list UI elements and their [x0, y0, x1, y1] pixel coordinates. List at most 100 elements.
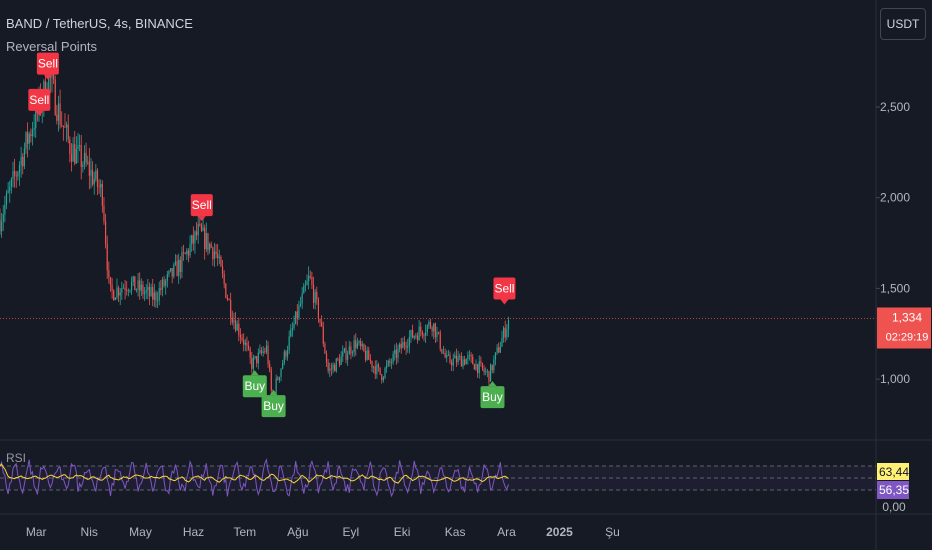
candle-body [59, 103, 61, 125]
candle-body [408, 336, 410, 347]
candle-body [481, 362, 484, 369]
buy-signal[interactable] [480, 386, 505, 409]
candle-body [104, 221, 107, 244]
sell-signal[interactable] [190, 194, 213, 217]
candle-body [311, 277, 313, 285]
candle-body [178, 259, 180, 277]
x-tick-label: Haz [183, 525, 204, 539]
buy-signal[interactable] [242, 375, 267, 398]
candle-body [457, 356, 459, 363]
y-tick-label: 2,000 [880, 191, 910, 205]
symbol-title[interactable]: BAND / TetherUS, 4s, BINANCE [6, 16, 193, 31]
candle-body [7, 190, 9, 193]
candle-body [200, 224, 203, 231]
signal-label: Buy [263, 399, 284, 413]
candle-body [179, 259, 181, 272]
candle-body [64, 126, 66, 128]
candle-body [148, 286, 151, 297]
candle-body [351, 352, 354, 354]
candle-body [5, 192, 8, 205]
candle-body [455, 355, 458, 363]
candle-body [191, 235, 193, 245]
candle-body [9, 186, 11, 191]
candle-body [325, 353, 328, 363]
candle-body [316, 291, 318, 300]
candle-body [22, 156, 24, 167]
candle-body [184, 252, 186, 254]
sell-signal[interactable] [36, 52, 59, 75]
candle-body [431, 327, 433, 332]
x-tick-label: Ara [497, 525, 516, 539]
candle-body [449, 354, 451, 363]
rsi-label[interactable]: RSI [6, 451, 27, 465]
candle-body [194, 231, 196, 244]
signal-label: Buy [482, 390, 503, 404]
candle-body [345, 348, 347, 360]
sell-signal[interactable] [28, 88, 51, 111]
candle-body [53, 74, 55, 80]
candle-body [402, 342, 404, 349]
candle-body [465, 358, 467, 365]
candle-body [116, 287, 118, 298]
candle-body [259, 350, 261, 353]
candle-body [502, 327, 505, 338]
candle-body [139, 280, 141, 291]
candle-body [394, 349, 396, 354]
candle-body [392, 353, 394, 363]
candle-body [451, 362, 453, 366]
sell-signal[interactable] [493, 277, 516, 300]
candle-body [335, 358, 337, 372]
candle-body [390, 362, 393, 364]
candle-body [165, 280, 167, 286]
candle-body [361, 344, 363, 347]
candle-body [278, 376, 281, 380]
candle-body [348, 346, 350, 355]
candle-body [436, 332, 438, 338]
candle-body [61, 124, 63, 126]
candle-body [80, 145, 82, 167]
candle-body [283, 351, 285, 364]
candle-body [195, 231, 198, 236]
candle-body [88, 161, 90, 176]
candle-body [113, 290, 115, 301]
candle-body [425, 332, 427, 336]
candle-body [51, 74, 53, 78]
x-tick-label: Mar [26, 525, 47, 539]
candle-body [28, 133, 30, 144]
candle-body [153, 292, 155, 300]
candle-body [241, 337, 243, 341]
candle-body [319, 318, 321, 322]
candle-body [132, 276, 134, 283]
candle-body [322, 326, 324, 344]
candle-body [413, 335, 415, 338]
rsi-value-badge [877, 481, 909, 499]
countdown-label: 02:29:19 [886, 332, 929, 344]
candle-body [468, 354, 471, 356]
candle-body [327, 362, 329, 371]
x-tick-label: Eki [394, 525, 411, 539]
candle-body [49, 75, 51, 78]
candle-body [507, 320, 510, 330]
x-tick-label: May [129, 525, 152, 539]
candle-body [62, 125, 64, 127]
candle-body [423, 335, 425, 337]
candle-body [124, 287, 126, 290]
candle-body [122, 287, 125, 289]
candle-body [382, 377, 384, 381]
candle-body [486, 371, 488, 372]
buy-signal[interactable] [261, 395, 286, 418]
indicator-name[interactable]: Reversal Points [6, 39, 98, 54]
candle-body [353, 340, 355, 353]
candle-body [464, 359, 466, 365]
candle-body [234, 320, 237, 331]
candle-body [324, 343, 326, 354]
x-tick-label: Şu [605, 525, 620, 539]
candle-body [126, 289, 128, 291]
candle-body [83, 152, 86, 165]
candle-body [332, 364, 334, 370]
x-tick-label: Eyl [343, 525, 360, 539]
candle-body [298, 305, 300, 318]
currency-button[interactable]: USDT [880, 8, 926, 40]
candle-body [355, 340, 357, 349]
